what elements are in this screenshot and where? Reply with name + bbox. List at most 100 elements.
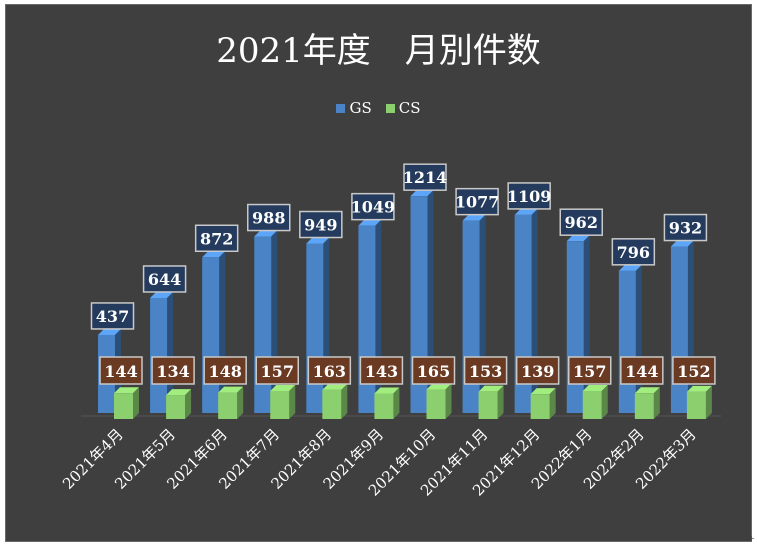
data-label-gs-box: [611, 238, 656, 266]
data-label-gs-box: [247, 203, 291, 232]
data-label-cs-box: [99, 356, 143, 385]
bar-cs: [270, 390, 290, 419]
bar-gs-top: [358, 219, 382, 226]
bar-cs: [478, 391, 498, 419]
data-label-gs-box: [403, 163, 447, 191]
data-label-cs-box: [515, 356, 560, 385]
data-label-gs: 1214: [403, 168, 448, 187]
data-label-gs-box: [194, 224, 239, 253]
bar-gs: [150, 297, 168, 413]
bar-cs-side: [237, 386, 244, 419]
bar-gs-top: [150, 291, 174, 298]
data-label-cs: 157: [261, 362, 294, 381]
data-label-gs: 872: [200, 229, 233, 248]
bar-cs: [686, 391, 706, 419]
data-label-gs: 988: [252, 209, 285, 228]
data-label-gs-box: [299, 210, 343, 239]
bar-cs-top: [634, 387, 660, 394]
bar-cs: [582, 390, 602, 419]
data-label-cs-box: [620, 356, 664, 385]
data-label-cs-box: [359, 356, 404, 385]
bar-cs: [426, 389, 446, 419]
data-label-gs-box: [90, 302, 135, 330]
data-label-gs: 932: [669, 219, 702, 238]
data-label-gs-box: [559, 208, 603, 236]
bar-gs-top: [670, 240, 694, 247]
data-label-gs-box: [507, 182, 551, 210]
bar-cs: [114, 393, 133, 419]
data-label-gs: 1109: [507, 187, 552, 206]
data-label-cs: 165: [417, 362, 450, 381]
legend-item-gs: GS: [336, 99, 372, 117]
data-label-gs: 437: [96, 307, 129, 326]
bar-cs-side: [289, 384, 296, 419]
bar-cs: [166, 395, 186, 419]
data-label-gs: 1049: [351, 198, 396, 217]
bar-cs-top: [270, 384, 296, 391]
bar-gs-top: [410, 190, 434, 197]
data-label-cs-box: [463, 356, 508, 385]
bar-cs-top: [166, 389, 192, 396]
data-label-cs-box: [568, 356, 612, 385]
bar-cs: [634, 393, 654, 419]
data-label-gs: 1077: [455, 193, 500, 212]
data-label-cs: 144: [625, 362, 658, 381]
data-label-cs: 157: [573, 362, 606, 381]
data-label-cs-box: [307, 356, 352, 385]
data-label-cs: 143: [365, 362, 398, 381]
bar-gs: [306, 243, 324, 413]
legend-swatch-gs: [336, 103, 346, 113]
bar-cs: [530, 394, 550, 419]
bar-cs-top: [530, 388, 556, 395]
data-label-cs: 148: [208, 362, 241, 381]
bar-cs-side: [341, 383, 348, 419]
bar-cs: [218, 392, 238, 419]
data-label-cs: 144: [104, 362, 137, 381]
data-label-cs-box: [151, 356, 195, 385]
data-label-cs-box: [255, 356, 299, 385]
bar-gs-top: [202, 251, 226, 258]
corner-marker: +: [748, 534, 755, 543]
bar-cs-side: [705, 385, 712, 419]
data-label-gs: 962: [565, 213, 598, 232]
bar-cs-side: [549, 388, 556, 419]
data-label-gs-box: [663, 213, 708, 242]
bar-gs-top: [566, 235, 590, 242]
bar-gs: [358, 225, 376, 413]
data-label-gs: 644: [148, 270, 181, 289]
bar-cs-side: [133, 387, 139, 419]
chart-frame: 2021年度 月別件数 GS CS 437 144 2021年4月 644 134 202…: [5, 4, 752, 542]
data-label-cs: 153: [469, 362, 502, 381]
data-label-gs-box: [455, 187, 499, 216]
bar-cs: [322, 389, 342, 419]
bar-cs-top: [322, 383, 348, 390]
legend: GS CS: [6, 99, 751, 117]
bar-gs: [618, 270, 636, 413]
data-label-gs: 796: [617, 243, 650, 262]
bar-cs-side: [653, 387, 660, 419]
data-label-cs-box: [672, 356, 716, 385]
bar-gs-top: [306, 237, 330, 244]
data-label-gs: 949: [304, 216, 337, 235]
data-label-cs: 163: [313, 362, 346, 381]
bar-cs-side: [445, 383, 452, 419]
bar-cs-side: [185, 389, 192, 419]
data-label-cs: 134: [156, 362, 189, 381]
bar-gs-top: [98, 328, 121, 335]
chart-plot: 4371442021年4月6441342021年5月8721482021年6月9…: [59, 163, 721, 500]
bar-cs-side: [393, 387, 400, 419]
bar-cs-top: [478, 385, 504, 392]
bar-cs-top: [686, 385, 712, 392]
bar-gs: [202, 257, 220, 413]
bar-cs-top: [114, 387, 139, 394]
legend-swatch-cs: [385, 103, 395, 113]
bar-cs: [374, 393, 394, 419]
data-label-cs: 152: [677, 362, 710, 381]
bar-gs-top: [462, 214, 486, 221]
data-label-cs-box: [203, 356, 247, 385]
bar-gs: [566, 241, 584, 413]
bar-cs-top: [374, 387, 400, 394]
bar-cs-top: [218, 386, 244, 393]
bar-gs: [670, 246, 688, 413]
bar-cs-side: [497, 385, 504, 419]
